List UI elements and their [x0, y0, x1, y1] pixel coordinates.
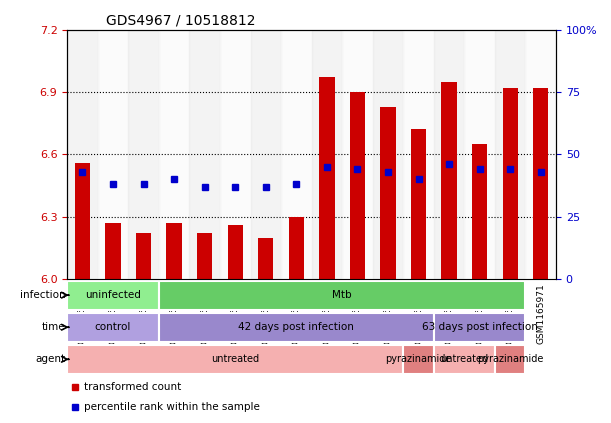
- Bar: [189, 30, 220, 279]
- Bar: [197, 233, 213, 279]
- Bar: [349, 92, 365, 279]
- Text: infection: infection: [20, 290, 66, 300]
- Bar: [228, 225, 243, 279]
- Bar: [166, 223, 182, 279]
- Text: percentile rank within the sample: percentile rank within the sample: [84, 402, 260, 412]
- Text: control: control: [95, 322, 131, 332]
- FancyBboxPatch shape: [403, 345, 434, 374]
- Bar: [403, 30, 434, 279]
- Bar: [342, 30, 373, 279]
- Bar: [258, 238, 273, 279]
- Text: GDS4967 / 10518812: GDS4967 / 10518812: [106, 13, 256, 27]
- FancyBboxPatch shape: [67, 313, 159, 342]
- FancyBboxPatch shape: [67, 345, 403, 374]
- Text: 63 days post infection: 63 days post infection: [422, 322, 538, 332]
- Text: untreated: untreated: [211, 354, 259, 364]
- FancyBboxPatch shape: [495, 345, 525, 374]
- FancyBboxPatch shape: [434, 345, 495, 374]
- Text: 42 days post infection: 42 days post infection: [238, 322, 354, 332]
- Bar: [533, 88, 549, 279]
- Bar: [220, 30, 251, 279]
- Bar: [464, 30, 495, 279]
- Text: uninfected: uninfected: [85, 290, 141, 300]
- Text: agent: agent: [35, 354, 66, 364]
- Text: pyrazinamide: pyrazinamide: [477, 354, 543, 364]
- Bar: [106, 223, 121, 279]
- Bar: [67, 30, 98, 279]
- Bar: [373, 30, 403, 279]
- FancyBboxPatch shape: [67, 281, 159, 310]
- Text: transformed count: transformed count: [84, 382, 181, 392]
- Bar: [98, 30, 128, 279]
- Text: Mtb: Mtb: [332, 290, 352, 300]
- FancyBboxPatch shape: [434, 313, 525, 342]
- FancyBboxPatch shape: [159, 313, 434, 342]
- Bar: [251, 30, 281, 279]
- Bar: [159, 30, 189, 279]
- Bar: [472, 144, 488, 279]
- Bar: [434, 30, 464, 279]
- Bar: [411, 129, 426, 279]
- Bar: [495, 30, 525, 279]
- Bar: [320, 77, 335, 279]
- FancyBboxPatch shape: [159, 281, 525, 310]
- Bar: [525, 30, 556, 279]
- Bar: [442, 82, 457, 279]
- Bar: [502, 88, 518, 279]
- Bar: [289, 217, 304, 279]
- Bar: [128, 30, 159, 279]
- Bar: [75, 163, 90, 279]
- Text: pyrazinamide: pyrazinamide: [386, 354, 452, 364]
- Bar: [281, 30, 312, 279]
- Text: time: time: [42, 322, 66, 332]
- Bar: [312, 30, 342, 279]
- Bar: [380, 107, 396, 279]
- Bar: [136, 233, 152, 279]
- Text: untreated: untreated: [441, 354, 488, 364]
